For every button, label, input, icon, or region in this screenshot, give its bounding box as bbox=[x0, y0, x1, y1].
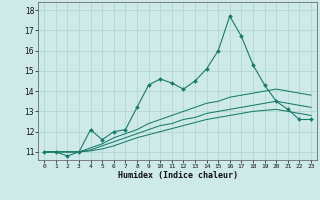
X-axis label: Humidex (Indice chaleur): Humidex (Indice chaleur) bbox=[118, 171, 238, 180]
